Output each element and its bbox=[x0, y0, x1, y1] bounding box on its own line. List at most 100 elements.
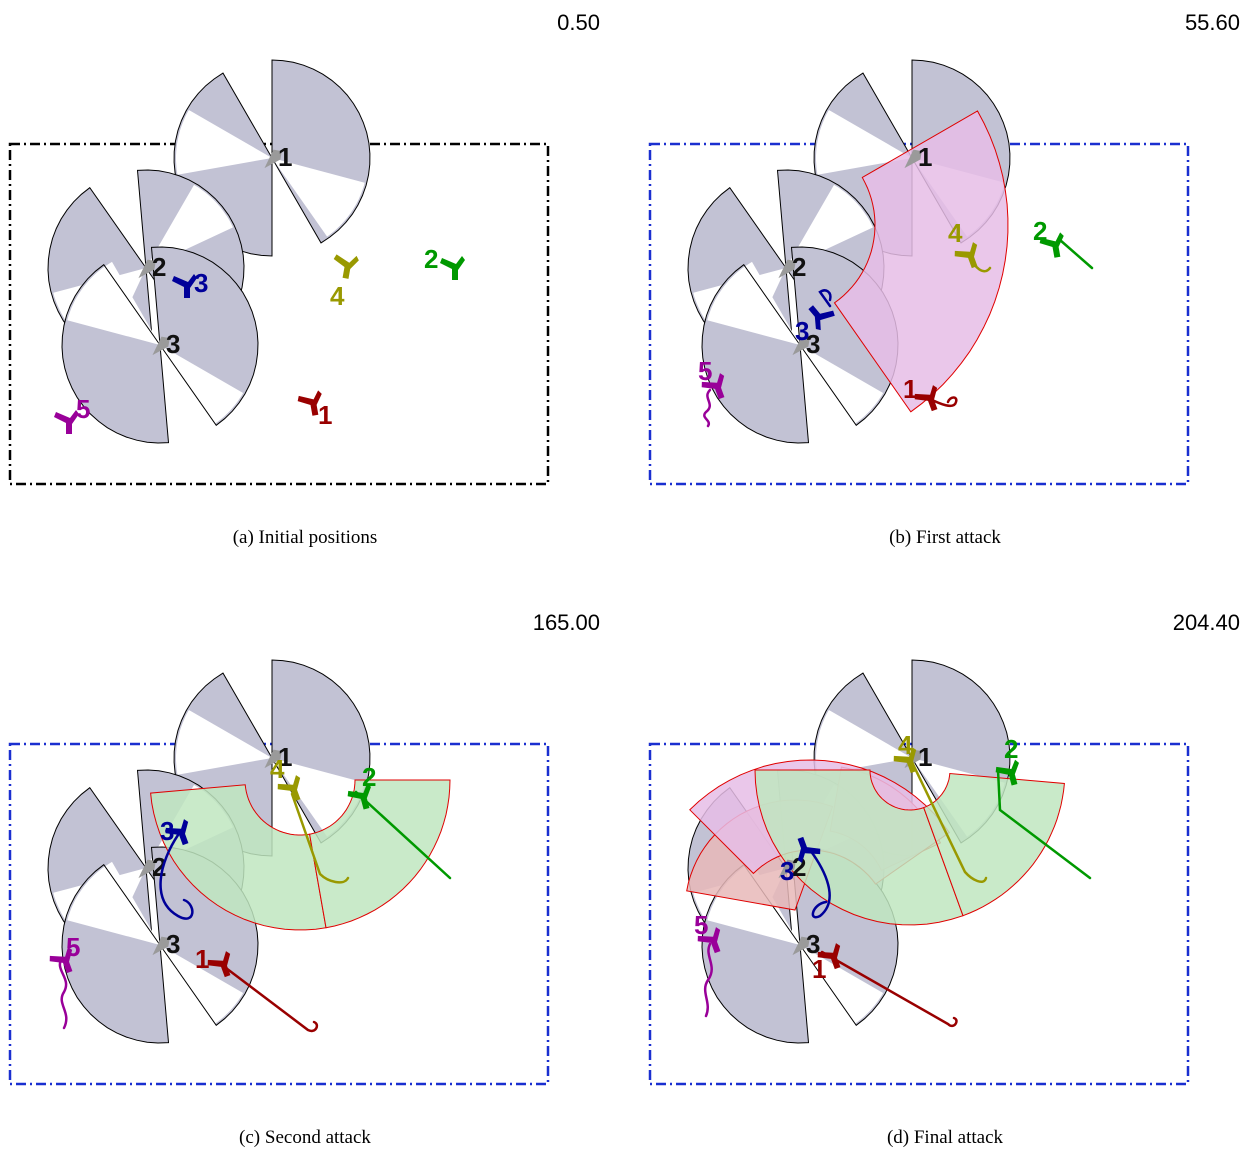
attack-zone-5 bbox=[833, 110, 1009, 413]
panel-caption: (d) Final attack bbox=[886, 1127, 1004, 1148]
agent-1-label: 1 bbox=[195, 944, 209, 974]
agent-4-icon bbox=[954, 242, 978, 269]
agent-body bbox=[207, 951, 231, 978]
defender-label: 3 bbox=[166, 329, 180, 359]
agent-2-trail bbox=[354, 790, 452, 880]
agent-5-icon bbox=[54, 410, 79, 434]
time-stamp: 165.00 bbox=[533, 610, 600, 635]
agent-5-icon bbox=[701, 373, 725, 400]
agent-5-label: 5 bbox=[694, 910, 708, 940]
defender-label: 2 bbox=[152, 252, 166, 282]
agent-body bbox=[172, 274, 197, 298]
defender-3-marker bbox=[792, 336, 810, 356]
time-stamp: 204.40 bbox=[1173, 610, 1240, 635]
agent-5-label: 5 bbox=[66, 932, 80, 962]
defender-arrow-icon bbox=[152, 936, 170, 956]
agent-5-label: 5 bbox=[698, 356, 712, 386]
sector-outline bbox=[150, 246, 259, 427]
sector-clear bbox=[816, 110, 912, 175]
sector-clear bbox=[176, 110, 272, 175]
agent-5-label: 5 bbox=[76, 394, 90, 424]
agent-4-icon bbox=[333, 254, 359, 279]
defender-label: 3 bbox=[806, 929, 820, 959]
time-stamp: 0.50 bbox=[557, 10, 600, 35]
panel-caption: (b) First attack bbox=[889, 527, 1001, 548]
sector-clear bbox=[67, 861, 160, 945]
panel-c-drawing: 165.00 1 2 3 3 4 2 1 5 bbox=[8, 610, 600, 1086]
defender-2-marker bbox=[138, 259, 156, 279]
agent-2-icon bbox=[1039, 232, 1064, 258]
agent-3-trail bbox=[818, 289, 832, 308]
agent-body bbox=[297, 390, 322, 416]
defender-arrow-icon bbox=[264, 749, 282, 769]
agent-body bbox=[914, 385, 938, 412]
agent-3-label: 3 bbox=[160, 816, 174, 846]
defender-label: 1 bbox=[918, 742, 932, 772]
sector-clear bbox=[160, 345, 244, 438]
panel-caption: (a) Initial positions bbox=[232, 527, 378, 548]
agent-1-label: 1 bbox=[903, 374, 917, 404]
defender-arrow-icon bbox=[792, 936, 810, 956]
agent-body bbox=[347, 783, 372, 810]
defender-arrow-icon bbox=[264, 149, 282, 169]
sector-clear bbox=[160, 945, 244, 1038]
agent-4-label: 4 bbox=[330, 281, 345, 311]
time-stamp: 55.60 bbox=[1185, 10, 1240, 35]
defender-3-marker bbox=[792, 936, 810, 956]
panel-second-attack: 165.00 1 2 3 3 4 2 1 5 (c) Second attack bbox=[0, 600, 620, 1160]
agent-4-label: 4 bbox=[898, 730, 913, 760]
agent-4-trail bbox=[290, 792, 350, 884]
defender-3-marker bbox=[152, 936, 170, 956]
defender-label: 3 bbox=[166, 929, 180, 959]
agent-body bbox=[797, 836, 821, 863]
agent-1-icon bbox=[914, 385, 938, 412]
agent-1-label: 1 bbox=[812, 954, 826, 984]
agent-body bbox=[808, 305, 835, 331]
agent-body bbox=[893, 747, 917, 774]
defender-label: 1 bbox=[278, 142, 292, 172]
panel-caption: (c) Second attack bbox=[239, 1127, 371, 1148]
panel-final-attack: 204.40 1 2 3 3 4 2 1 5 (d) Final attack bbox=[640, 600, 1258, 1160]
agent-2-trail bbox=[996, 768, 1092, 880]
agent-body bbox=[333, 254, 359, 279]
defender-arrow-icon bbox=[904, 149, 922, 169]
sector-shade bbox=[151, 247, 258, 426]
sector-clear bbox=[800, 945, 884, 1038]
agent-5-trail bbox=[703, 388, 712, 428]
agent-body bbox=[277, 775, 301, 802]
defender-arrow-icon bbox=[792, 336, 810, 356]
agent-body bbox=[49, 947, 73, 974]
agent-1-trail bbox=[820, 950, 958, 1028]
agent-body bbox=[697, 927, 721, 954]
agent-4-label: 4 bbox=[948, 218, 963, 248]
agent-3-icon bbox=[165, 819, 189, 846]
agent-1-icon bbox=[207, 951, 231, 978]
agent-body bbox=[995, 759, 1020, 786]
agent-3-icon bbox=[172, 274, 197, 298]
sector-clear bbox=[67, 261, 160, 345]
agent-1-icon bbox=[817, 943, 841, 970]
sector-outline bbox=[61, 863, 170, 1044]
sector-clear bbox=[707, 261, 800, 345]
agent-2-icon bbox=[995, 759, 1020, 786]
agent-4-trail bbox=[908, 756, 988, 883]
defender-arrow-icon bbox=[138, 859, 156, 879]
agent-2-trail bbox=[1058, 238, 1094, 270]
agent-body bbox=[1039, 232, 1064, 258]
agent-2-label: 2 bbox=[1004, 734, 1018, 764]
defender-3-marker bbox=[152, 336, 170, 356]
defender-2-marker bbox=[138, 859, 156, 879]
agent-2-icon bbox=[440, 256, 465, 280]
defender-label: 2 bbox=[152, 852, 166, 882]
defender-arrow-icon bbox=[778, 259, 796, 279]
defender-label: 1 bbox=[918, 142, 932, 172]
sector-outline bbox=[61, 263, 170, 444]
panel-initial-positions: 0.50 1 2 3 3 4 2 1 5 (a) Initial positions bbox=[0, 0, 620, 560]
agent-3-trail bbox=[808, 848, 831, 919]
agent-2-label: 2 bbox=[424, 244, 438, 274]
agent-1-icon bbox=[297, 390, 322, 416]
agent-5-trail bbox=[703, 942, 713, 1018]
